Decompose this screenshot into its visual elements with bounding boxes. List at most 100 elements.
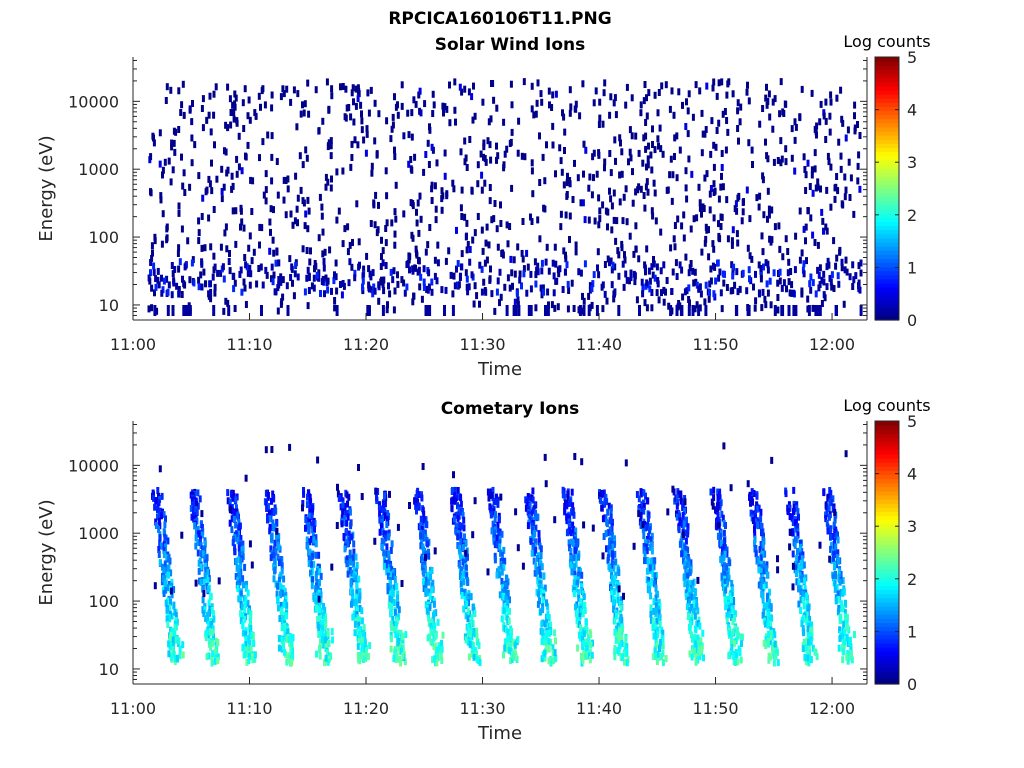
heatmap-cell	[645, 567, 649, 575]
heatmap-cell	[570, 279, 574, 287]
heatmap-cell	[326, 629, 330, 637]
heatmap-cell	[498, 268, 502, 276]
heatmap-cell	[518, 270, 522, 278]
heatmap-cell	[323, 606, 327, 614]
heatmap-cell	[725, 617, 729, 625]
heatmap-cell	[469, 593, 473, 601]
heatmap-cell	[500, 551, 504, 559]
heatmap-cell	[431, 90, 435, 98]
heatmap-cell	[754, 514, 757, 522]
heatmap-cell	[697, 285, 701, 293]
heatmap-cell	[385, 515, 389, 523]
heatmap-cell	[199, 271, 203, 279]
heatmap-cell	[804, 237, 807, 245]
heatmap-cell	[174, 611, 178, 619]
heatmap-cell	[675, 494, 679, 502]
heatmap-cell	[628, 148, 632, 156]
heatmap-cell	[708, 206, 712, 214]
heatmap-cell	[634, 245, 638, 253]
heatmap-cell	[273, 558, 277, 566]
heatmap-cell	[393, 626, 396, 634]
heatmap-cell	[646, 155, 650, 163]
heatmap-cell	[805, 618, 809, 626]
heatmap-cell	[385, 219, 389, 227]
heatmap-cell	[528, 516, 532, 524]
heatmap-cell	[318, 615, 322, 623]
heatmap-cell	[162, 511, 166, 519]
heatmap-cell	[266, 493, 270, 501]
heatmap-cell	[763, 295, 767, 303]
heatmap-cell	[611, 543, 615, 551]
heatmap-cell	[731, 618, 735, 625]
heatmap-cell	[440, 639, 443, 647]
heatmap-cell	[607, 502, 611, 510]
heatmap-cell	[285, 658, 289, 666]
heatmap-cell	[759, 541, 763, 548]
heatmap-cell	[682, 573, 686, 581]
heatmap-cell	[856, 121, 859, 128]
heatmap-cell	[191, 100, 194, 107]
heatmap-cell	[312, 284, 316, 292]
heatmap-cell	[684, 537, 688, 545]
colorbar-segment	[875, 147, 899, 153]
heatmap-cell	[650, 289, 654, 296]
heatmap-cell	[849, 653, 853, 661]
heatmap-cell	[529, 285, 533, 293]
heatmap-cell	[859, 305, 863, 316]
heatmap-cell	[234, 572, 238, 580]
heatmap-cell	[393, 575, 397, 583]
heatmap-cell	[318, 568, 322, 576]
heatmap-cell	[683, 498, 687, 506]
heatmap-cell	[625, 276, 629, 284]
heatmap-cell	[757, 566, 761, 574]
heatmap-cell	[647, 142, 650, 150]
heatmap-cell	[400, 81, 404, 89]
heatmap-cell	[418, 107, 422, 115]
heatmap-cell	[608, 517, 612, 525]
heatmap-cell	[173, 148, 177, 156]
heatmap-cell	[670, 197, 674, 205]
heatmap-cell	[164, 586, 168, 594]
heatmap-cell	[712, 163, 716, 171]
heatmap-cell	[341, 508, 345, 516]
heatmap-cell	[541, 596, 545, 604]
heatmap-cell	[799, 596, 803, 604]
heatmap-cell	[776, 659, 780, 667]
heatmap-cell	[612, 541, 616, 548]
heatmap-cell	[481, 247, 485, 255]
heatmap-cell	[575, 554, 578, 561]
heatmap-cell	[836, 187, 840, 195]
heatmap-cell	[345, 491, 349, 499]
heatmap-cell	[685, 561, 689, 569]
heatmap-cell	[179, 109, 183, 116]
heatmap-cell	[426, 286, 430, 294]
heatmap-cell	[766, 155, 770, 163]
heatmap-cell	[367, 109, 371, 117]
heatmap-cell	[621, 217, 625, 225]
heatmap-cell	[270, 497, 273, 505]
heatmap-cell	[275, 590, 279, 598]
heatmap-cell	[430, 278, 434, 286]
heatmap-cell	[646, 161, 650, 169]
heatmap-cell	[354, 85, 358, 93]
heatmap-cell	[695, 301, 699, 309]
heatmap-cell	[470, 632, 474, 640]
heatmap-cell	[852, 210, 856, 218]
heatmap-cell	[623, 256, 627, 264]
heatmap-cell	[604, 515, 608, 523]
heatmap-cell	[800, 620, 804, 628]
heatmap-cell	[248, 540, 252, 548]
heatmap-cell	[389, 547, 393, 554]
heatmap-cell	[275, 532, 279, 540]
heatmap-cell	[473, 497, 477, 505]
heatmap-cell	[813, 648, 817, 656]
heatmap-cell	[684, 593, 688, 601]
heatmap-cell	[381, 280, 385, 288]
heatmap-cell	[434, 205, 438, 213]
heatmap-cell	[317, 579, 321, 586]
heatmap-cell	[684, 167, 688, 175]
heatmap-cell	[276, 191, 280, 199]
heatmap-cell	[190, 134, 194, 142]
heatmap-cell	[835, 583, 839, 591]
